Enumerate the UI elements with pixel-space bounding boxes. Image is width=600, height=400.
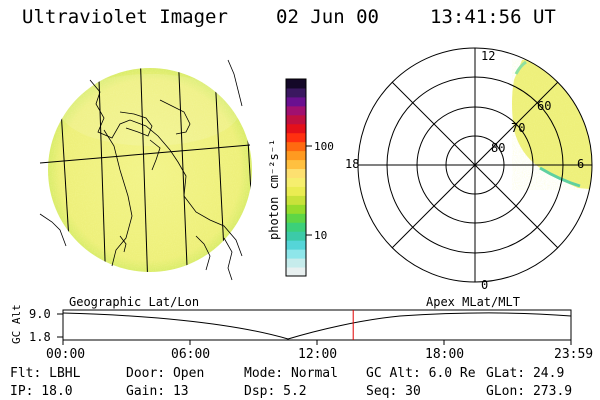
xtick-1800: 18:00 bbox=[425, 347, 465, 362]
color-bar-swatch bbox=[286, 240, 306, 250]
color-bar-swatch bbox=[286, 150, 306, 161]
dsp-info: Dsp: 5.2 bbox=[244, 384, 307, 399]
timeline-ylabel: GC Alt bbox=[10, 304, 23, 344]
mlt-label-12: 12 bbox=[481, 49, 495, 63]
ip-info: IP: 18.0 bbox=[10, 384, 73, 399]
color-bar-swatch bbox=[286, 132, 306, 143]
color-bar-swatch bbox=[286, 222, 306, 232]
gc-alt-info: GC Alt: 6.0 Re bbox=[366, 366, 476, 381]
color-bar-swatch bbox=[286, 249, 306, 259]
color-bar-swatch bbox=[286, 96, 306, 107]
seq-info: Seq: 30 bbox=[366, 384, 421, 399]
geographic-image bbox=[39, 59, 252, 281]
color-bar-swatch bbox=[286, 168, 306, 178]
ytick-top: 9.0 bbox=[29, 307, 51, 321]
filter-info: Flt: LBHL bbox=[10, 366, 81, 381]
color-bar-swatch bbox=[286, 204, 306, 214]
color-bar-swatch bbox=[286, 258, 306, 268]
xtick-0000: 00:00 bbox=[46, 347, 86, 362]
color-bar-swatch bbox=[286, 213, 306, 223]
xtick-1200: 12:00 bbox=[298, 347, 338, 362]
color-bar-unit-label: photon cm⁻²s⁻¹ bbox=[267, 139, 281, 240]
altitude-timeline: GC Alt bbox=[10, 304, 572, 345]
xtick-0600: 06:00 bbox=[171, 347, 211, 362]
timeline-frame bbox=[62, 309, 572, 341]
glon-info: GLon: 273.9 bbox=[486, 384, 573, 399]
mlt-label-6: 6 bbox=[577, 157, 584, 171]
apex-title: Apex MLat/MLT bbox=[426, 295, 520, 309]
color-bar-swatch bbox=[286, 114, 306, 125]
color-bar-swatch bbox=[286, 267, 306, 277]
color-bar-swatch bbox=[286, 195, 306, 205]
color-bar: 100 10 photon cm⁻²s⁻¹ bbox=[267, 78, 334, 277]
color-bar-frame bbox=[285, 78, 307, 277]
mlt-label-18: 18 bbox=[345, 157, 359, 171]
color-bar-swatches bbox=[286, 79, 306, 277]
color-bar-swatch bbox=[286, 177, 306, 187]
color-bar-tick-10: 10 bbox=[314, 229, 327, 242]
color-bar-swatch bbox=[286, 186, 306, 196]
color-bar-tick-100: 100 bbox=[314, 140, 334, 153]
ytick-bottom: 1.8 bbox=[29, 330, 51, 344]
latitude-line bbox=[39, 144, 251, 164]
color-bar-swatch bbox=[286, 87, 306, 98]
coastlines bbox=[39, 59, 243, 281]
gain-info: Gain: 13 bbox=[126, 384, 189, 399]
mlat-label-70: 70 bbox=[511, 121, 525, 135]
glat-info: GLat: 24.9 bbox=[486, 366, 565, 381]
auroral-oval-image bbox=[512, 59, 592, 190]
instrument-title: Ultraviolet Imager bbox=[22, 6, 228, 28]
polar-plot: 12 18 0 6 60 70 80 bbox=[345, 47, 593, 292]
mlat-label-80: 80 bbox=[491, 141, 505, 155]
mode-info: Mode: Normal bbox=[244, 366, 338, 381]
date-label: 02 Jun 00 bbox=[276, 6, 379, 28]
color-bar-swatch bbox=[286, 141, 306, 152]
door-info: Door: Open bbox=[126, 366, 205, 381]
color-bar-swatch bbox=[286, 159, 306, 170]
color-bar-swatch bbox=[286, 231, 306, 241]
mlt-label-0: 0 bbox=[481, 278, 488, 292]
time-label: 13:41:56 UT bbox=[430, 6, 556, 28]
xtick-2359: 23:59 bbox=[554, 347, 594, 362]
geographic-title: Geographic Lat/Lon bbox=[69, 295, 200, 309]
polar-grid bbox=[357, 47, 593, 283]
altitude-curve bbox=[62, 312, 572, 340]
mlat-label-60: 60 bbox=[537, 99, 551, 113]
color-bar-swatch bbox=[286, 105, 306, 116]
color-bar-swatch bbox=[286, 79, 306, 89]
color-bar-swatch bbox=[286, 123, 306, 134]
